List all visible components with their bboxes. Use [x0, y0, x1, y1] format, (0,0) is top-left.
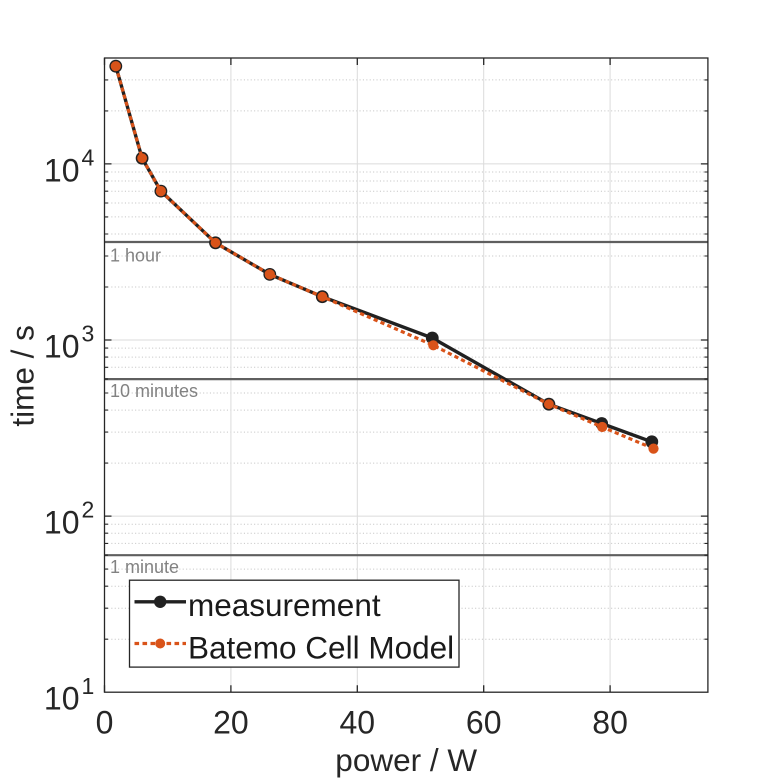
svg-text:3: 3: [82, 321, 95, 347]
svg-text:1: 1: [82, 673, 95, 699]
svg-text:1 hour: 1 hour: [110, 245, 161, 265]
svg-text:1 minute: 1 minute: [110, 557, 179, 577]
svg-text:10: 10: [44, 152, 80, 188]
svg-text:80: 80: [592, 705, 628, 741]
svg-text:2: 2: [82, 497, 95, 523]
svg-text:power / W: power / W: [335, 742, 477, 778]
svg-text:60: 60: [466, 705, 502, 741]
svg-text:4: 4: [82, 145, 95, 171]
svg-text:10: 10: [44, 681, 80, 717]
svg-text:Batemo Cell Model: Batemo Cell Model: [188, 629, 454, 665]
svg-text:10 minutes: 10 minutes: [110, 381, 198, 401]
svg-text:10: 10: [44, 505, 80, 541]
svg-text:time / s: time / s: [5, 325, 41, 427]
svg-text:measurement: measurement: [188, 587, 381, 623]
svg-text:0: 0: [96, 705, 114, 741]
svg-text:40: 40: [340, 705, 376, 741]
svg-text:20: 20: [213, 705, 249, 741]
svg-text:10: 10: [44, 329, 80, 365]
